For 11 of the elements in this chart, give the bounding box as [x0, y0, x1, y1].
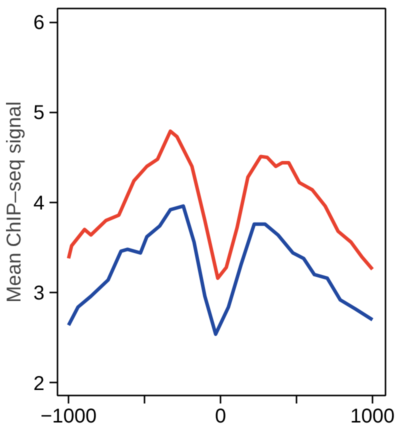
y-axis-title: Mean ChIP–seq signal: [3, 101, 26, 303]
y-tick-label: 3: [33, 282, 44, 305]
y-tick-label: 6: [33, 12, 44, 34]
x-tick-label: 0: [214, 406, 226, 428]
line-series: [66, 129, 374, 280]
y-tick-label: 4: [33, 192, 44, 214]
x-tick-label: 1000: [350, 406, 395, 428]
y-tick-label: 2: [33, 372, 44, 395]
x-tick-label: −1000: [40, 406, 97, 428]
y-tick-label: 5: [33, 102, 44, 124]
line-series: [66, 204, 374, 336]
